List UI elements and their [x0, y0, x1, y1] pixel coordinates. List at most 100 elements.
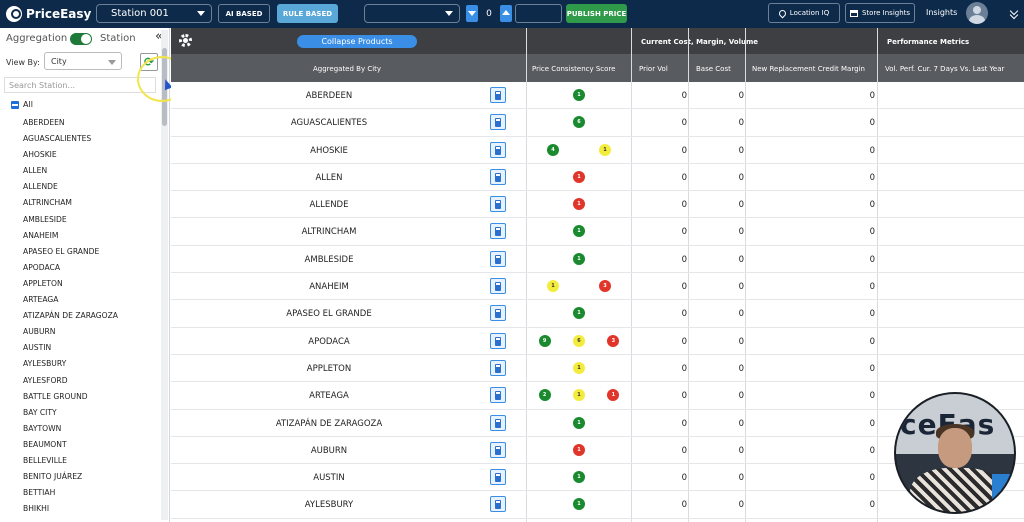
step-value[interactable]: 0 [486, 8, 492, 19]
fuel-pump-icon[interactable] [490, 414, 506, 431]
station-label: Station [100, 33, 136, 44]
sidebar-city-item[interactable]: AUSTIN [23, 343, 52, 353]
sidebar-city-item[interactable]: ANAHEIM [23, 230, 59, 240]
sidebar-city-item[interactable]: APODACA [23, 262, 61, 272]
station-select[interactable]: Station 001 [96, 4, 212, 23]
table-row[interactable]: ALLENDE 1 0 0 0 [171, 191, 1024, 219]
sidebar-city-item[interactable]: ALTRINCHAM [23, 198, 72, 208]
search-station-input[interactable]: Search Station... [4, 77, 156, 93]
sidebar-city-item[interactable]: AUBURN [23, 327, 56, 337]
increment-button[interactable] [500, 5, 512, 22]
refresh-icon: ⟳ [143, 55, 155, 69]
sidebar-city-item[interactable]: BETTIAH [23, 488, 56, 498]
table-row[interactable]: APODACA 9 6 3 0 0 0 [171, 328, 1024, 355]
row-city-name: ANAHEIM [309, 282, 349, 293]
fuel-pump-icon[interactable] [490, 223, 506, 240]
location-iq-label: Location IQ [789, 9, 830, 17]
fuel-pump-icon[interactable] [490, 469, 506, 486]
sidebar-city-item[interactable]: BENITO JUÁREZ [23, 472, 83, 482]
column-header-aggregated[interactable]: Aggregated By City [313, 65, 382, 73]
rule-based-button[interactable]: RULE BASED [277, 4, 338, 23]
sidebar-city-item[interactable]: ABERDEEN [23, 118, 65, 127]
sidebar-city-item[interactable]: BAYTOWN [23, 423, 62, 433]
table-row[interactable]: AYLESBURY 1 0 0 0 [171, 491, 1024, 519]
sidebar-city-item[interactable]: BELLEVILLE [23, 455, 67, 465]
column-header-base-cost[interactable]: Base Cost [696, 65, 731, 73]
sidebar-city-item[interactable]: APPLETON [23, 278, 63, 288]
column-header-consistency[interactable]: Price Consistency Score [532, 65, 616, 73]
fuel-pump-icon[interactable] [490, 168, 506, 185]
sidebar-scrollbar-thumb[interactable] [162, 48, 167, 126]
fuel-pump-icon[interactable] [490, 359, 506, 376]
refresh-button[interactable]: ⟳ [140, 53, 158, 71]
fuel-pump-icon[interactable] [490, 250, 506, 267]
row-city-name: AHOSKIE [310, 145, 348, 156]
row-base-value: 0 [738, 336, 744, 347]
sidebar-city-item[interactable]: BAY CITY [23, 407, 57, 417]
insights-link[interactable]: Insights [926, 8, 958, 17]
product-select[interactable] [364, 4, 460, 23]
sidebar-city-item[interactable]: BEAUMONT [23, 439, 67, 449]
table-row[interactable]: APPLETON 1 0 0 0 [171, 355, 1024, 383]
location-iq-button[interactable]: Location IQ [768, 3, 840, 23]
fuel-pump-icon[interactable] [490, 87, 506, 103]
fuel-pump-icon[interactable] [490, 496, 506, 513]
station-select-value: Station 001 [111, 8, 169, 19]
column-header-vol-perf[interactable]: Vol. Perf. Cur. 7 Days Vs. Last Year [885, 65, 1005, 73]
logo-icon [6, 6, 22, 22]
sidebar-city-item[interactable]: AGUASCALIENTES [23, 134, 92, 144]
fuel-pump-icon[interactable] [490, 305, 506, 322]
fuel-pump-icon[interactable] [490, 114, 506, 131]
ai-based-button[interactable]: AI BASED [218, 4, 270, 23]
gear-icon[interactable] [179, 34, 192, 47]
store-insights-button[interactable]: Store Insights [845, 3, 915, 23]
publish-price-button[interactable]: PUBLISH PRICE [566, 4, 627, 23]
sidebar-city-item[interactable]: ARTEAGA [23, 295, 59, 305]
table-row[interactable]: ALLEN 1 0 0 0 [171, 164, 1024, 192]
sidebar-city-item[interactable]: ALLENDE [23, 182, 58, 192]
double-chevron-down-icon[interactable] [1010, 8, 1018, 20]
avatar[interactable] [966, 2, 988, 24]
sidebar-city-item[interactable]: AHOSKIE [23, 150, 57, 160]
row-credit-value: 0 [869, 172, 875, 183]
select-all-checkbox[interactable]: All [11, 100, 33, 109]
row-base-value: 0 [738, 145, 744, 156]
fuel-pump-icon[interactable] [490, 278, 506, 295]
column-header-credit-margin[interactable]: New Replacement Credit Margin [752, 65, 865, 73]
sidebar-city-item[interactable]: AMBLESIDE [23, 214, 67, 224]
collapse-sidebar-icon[interactable]: « [155, 29, 163, 44]
sidebar-city-item[interactable]: AYLESBURY [23, 359, 67, 369]
collapse-products-button[interactable]: Collapse Products [297, 35, 417, 48]
sidebar-city-item[interactable]: ALLEN [23, 166, 48, 176]
sidebar-city-item[interactable]: BATTLE GROUND [23, 391, 88, 401]
view-by-select[interactable]: City [44, 52, 122, 70]
consistency-score-badge: 1 [573, 252, 585, 265]
sidebar-city-item[interactable]: AYLESFORD [23, 375, 68, 385]
table-row[interactable]: AMBLESIDE 1 0 0 0 [171, 246, 1024, 274]
fuel-pump-icon[interactable] [490, 332, 506, 349]
table-row[interactable]: ALTRINCHAM 1 0 0 0 [171, 218, 1024, 246]
table-row[interactable]: ANAHEIM 1 3 0 0 0 [171, 273, 1024, 301]
table-row[interactable]: ARTEAGA 2 1 1 0 0 0 [171, 382, 1024, 410]
fuel-pump-icon[interactable] [490, 387, 506, 404]
sidebar-city-item[interactable]: ATIZAPÁN DE ZARAGOZA [23, 311, 119, 321]
sidebar-scrollbar[interactable] [161, 30, 168, 520]
fuel-pump-icon[interactable] [490, 441, 506, 458]
table-row[interactable]: APASEO EL GRANDE 1 0 0 0 [171, 300, 1024, 328]
aggregation-toggle[interactable] [70, 33, 92, 45]
sidebar-city-item[interactable]: APASEO EL GRANDE [23, 246, 100, 256]
column-header-prior-vol[interactable]: Prior Vol [639, 65, 668, 73]
fuel-pump-icon[interactable] [490, 141, 506, 158]
price-input[interactable] [515, 4, 562, 23]
consistency-score-badge: 1 [573, 198, 585, 211]
fuel-pump-icon[interactable] [490, 196, 506, 213]
decrement-button[interactable] [466, 5, 478, 22]
table-row[interactable]: AGUASCALIENTES 6 0 0 0 [171, 109, 1024, 137]
sidebar-city-item[interactable]: BHIKHI [23, 504, 50, 514]
app-logo[interactable]: PriceEasy [6, 6, 94, 22]
table-row[interactable]: ATIZAPÁN DE ZARAGOZA 1 0 0 0 [171, 410, 1024, 437]
table-row[interactable]: AUBURN 1 0 0 0 [171, 437, 1024, 465]
table-row[interactable]: ABERDEEN 1 0 0 0 [171, 82, 1024, 110]
table-row[interactable]: AHOSKIE 4 1 0 0 0 [171, 137, 1024, 164]
table-row[interactable]: AUSTIN 1 0 0 0 [171, 464, 1024, 492]
